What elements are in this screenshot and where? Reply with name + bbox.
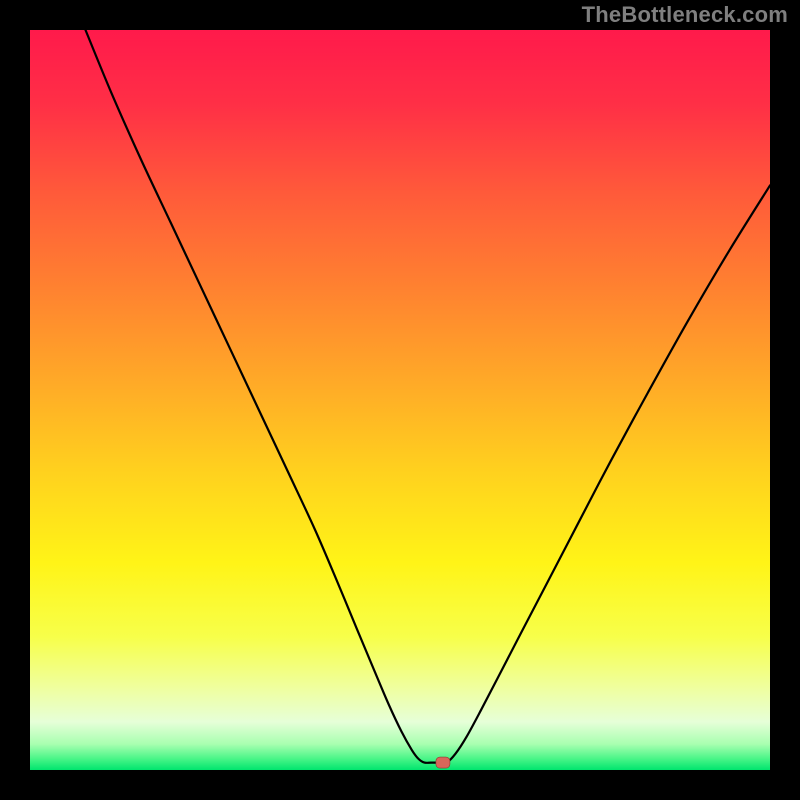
optimum-marker [436, 757, 450, 768]
gradient-background [30, 30, 770, 770]
watermark-text: TheBottleneck.com [582, 2, 788, 28]
bottleneck-chart [0, 0, 800, 800]
